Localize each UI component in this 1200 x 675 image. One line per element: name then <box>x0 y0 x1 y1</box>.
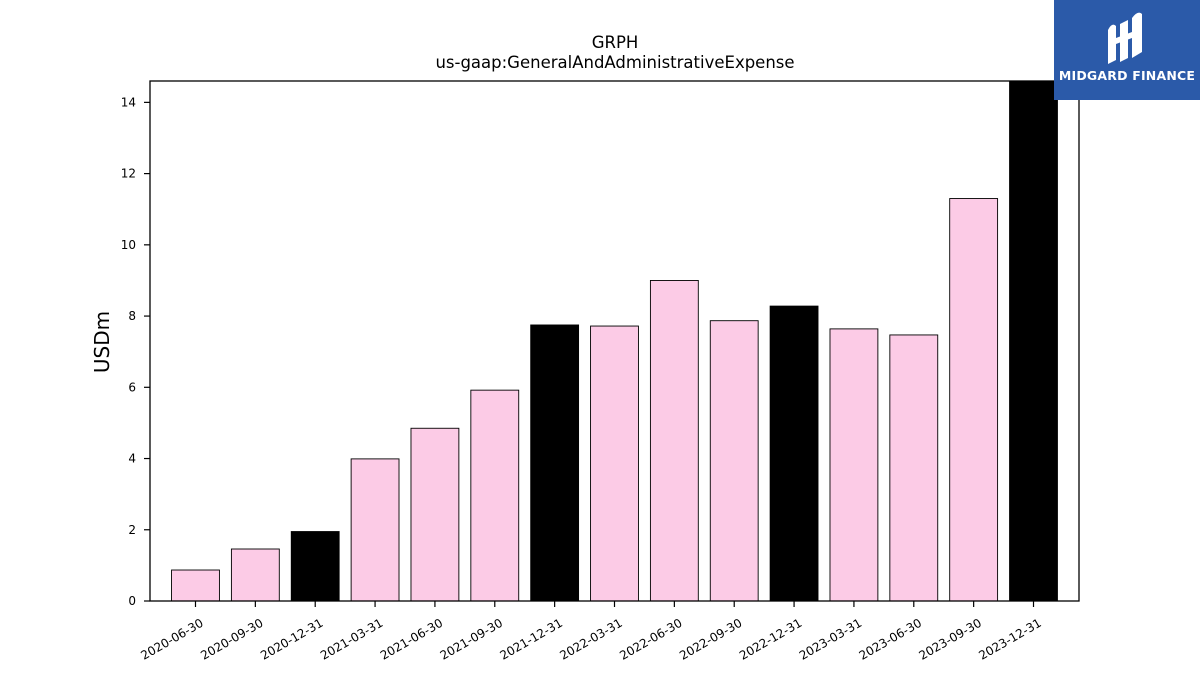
plot-frame <box>149 80 1080 602</box>
y-tick-label: 12 <box>121 167 136 181</box>
chart-title: GRPH <box>592 33 639 52</box>
bar-2022-09-30 <box>709 320 759 602</box>
x-tick-label: 2023-12-31 <box>976 616 1043 663</box>
bar-2020-12-31 <box>290 531 340 602</box>
bar-2023-03-31 <box>829 328 879 602</box>
x-tick-label: 2023-03-31 <box>797 616 864 663</box>
x-tick-label: 2023-06-30 <box>857 616 924 663</box>
bar-2021-03-31 <box>350 458 400 602</box>
bar-2020-06-30 <box>171 569 220 602</box>
midgard-logo-icon <box>1108 12 1142 65</box>
x-tick-label: 2021-12-31 <box>498 616 565 663</box>
x-tick-label: 2022-09-30 <box>677 616 744 663</box>
y-tick-label: 10 <box>121 238 136 252</box>
y-tick-label: 14 <box>121 95 136 109</box>
x-tick-label: 2021-09-30 <box>438 616 505 663</box>
bar-2023-12-31 <box>1009 80 1058 602</box>
bar-2021-06-30 <box>410 427 460 602</box>
x-tick-label: 2022-06-30 <box>617 616 684 663</box>
bar-2023-06-30 <box>889 334 939 602</box>
y-axis-ticks: 0 2 4 6 8 10 12 14 <box>121 95 150 608</box>
y-axis-label: USDm <box>90 311 114 373</box>
y-tick-label: 4 <box>128 452 136 466</box>
y-tick-label: 6 <box>128 380 136 394</box>
x-tick-label: 2021-03-31 <box>318 616 385 663</box>
x-tick-label: 2021-06-30 <box>378 616 445 663</box>
y-tick-label: 8 <box>128 309 136 323</box>
bar-2020-09-30 <box>230 548 280 602</box>
bar-2023-09-30 <box>949 198 999 602</box>
x-tick-label: 2022-12-31 <box>737 616 804 663</box>
bar-2022-03-31 <box>590 325 639 602</box>
x-tick-label: 2020-06-30 <box>138 616 205 663</box>
x-tick-label: 2022-03-31 <box>557 616 624 663</box>
bar-2022-06-30 <box>649 280 699 602</box>
brand-logo: MIDGARD FINANCE <box>1054 0 1200 100</box>
y-tick-label: 0 <box>128 594 136 608</box>
x-tick-label: 2020-09-30 <box>198 616 265 663</box>
bar-2021-09-30 <box>470 389 520 602</box>
bar-2022-12-31 <box>769 305 819 602</box>
bars-layer <box>171 80 1058 602</box>
chart-subtitle: us-gaap:GeneralAndAdministrativeExpense <box>435 53 794 72</box>
y-tick-label: 2 <box>128 523 136 537</box>
x-axis-ticks: 2020-06-302020-09-302020-12-312021-03-31… <box>138 601 1044 663</box>
x-tick-label: 2020-12-31 <box>258 616 325 663</box>
brand-name: MIDGARD FINANCE <box>1058 68 1196 83</box>
bar-2021-12-31 <box>530 324 580 602</box>
x-tick-label: 2023-09-30 <box>917 616 984 663</box>
